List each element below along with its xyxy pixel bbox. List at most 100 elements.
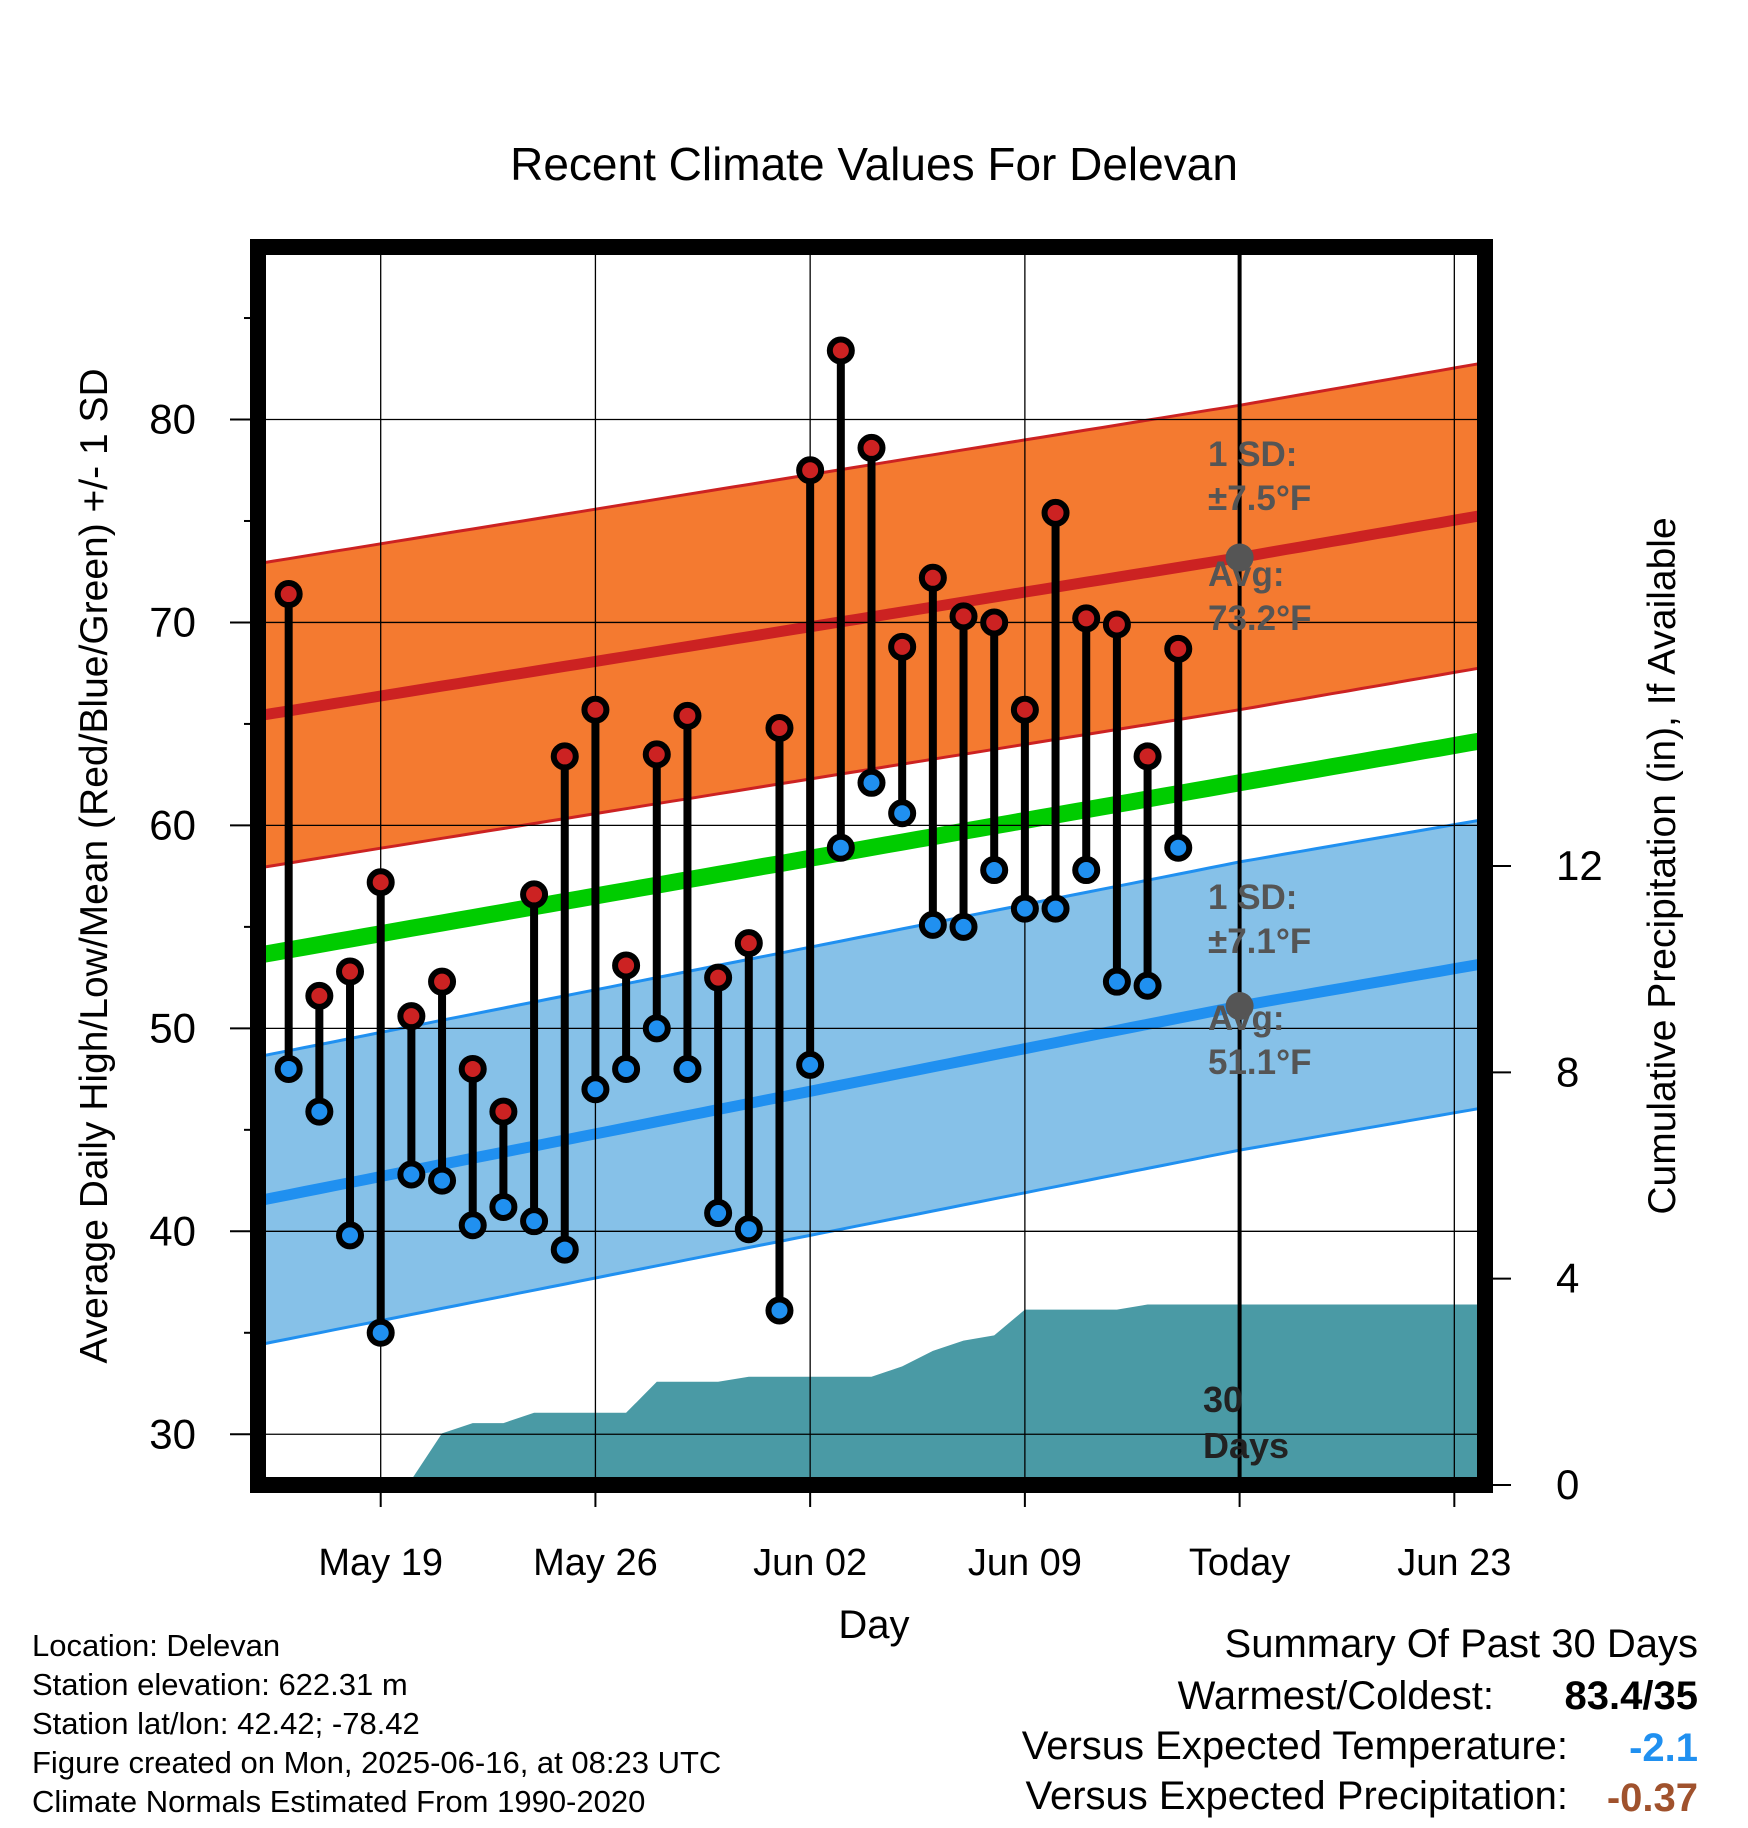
- low-point: [1041, 894, 1070, 923]
- x-axis-label: Day: [838, 1603, 909, 1647]
- summary-temp-label: Versus Expected Temperature:: [1021, 1724, 1568, 1768]
- low-point: [489, 1192, 518, 1221]
- summary-title: Summary Of Past 30 Days: [1224, 1622, 1698, 1666]
- high-sd-value: ±7.5°F: [1208, 479, 1311, 518]
- low-point: [336, 1221, 365, 1250]
- y-tick-label: 30: [149, 1410, 196, 1457]
- y-axis-label: Average Daily High/Low/Mean (Red/Blue/Gr…: [73, 368, 116, 1363]
- low-point: [458, 1211, 487, 1240]
- low-point: [642, 1014, 671, 1043]
- low-sd-upper-edge: [258, 817, 1485, 1059]
- y2-axis-label: Cumulative Precipitation (in), If Availa…: [1641, 517, 1684, 1214]
- mean-normal-line: [258, 731, 1485, 964]
- today-low-normal-marker: [1225, 992, 1254, 1021]
- y2-tick-label: 8: [1556, 1048, 1579, 1095]
- high-avg-label: Avg:: [1208, 555, 1284, 594]
- summary-warmest-label: Warmest/Coldest:: [1177, 1674, 1494, 1718]
- high-point: [857, 433, 886, 462]
- x-tick-label: Jun 23: [1397, 1542, 1511, 1584]
- footer-elevation: Station elevation: 622.31 m: [32, 1667, 408, 1702]
- high-point: [1133, 742, 1162, 771]
- low-point: [918, 910, 947, 939]
- high-point: [520, 880, 549, 909]
- low-point: [826, 833, 855, 862]
- low-sd-lower-edge: [258, 1106, 1485, 1347]
- low-point: [1010, 894, 1039, 923]
- high-point: [1164, 634, 1193, 663]
- axes: 30 40 50 60 70 80 0 4 8 12 May 19 May 26 Jun 02 Jun 0…: [149, 317, 1603, 1584]
- days-word-label: Days: [1203, 1425, 1289, 1466]
- x-tick-label: May 26: [533, 1542, 658, 1584]
- low-point: [428, 1166, 457, 1195]
- low-point: [734, 1215, 763, 1244]
- high-point: [1041, 498, 1070, 527]
- high-point: [704, 963, 733, 992]
- footer-normals: Climate Normals Estimated From 1990-2020: [32, 1784, 646, 1819]
- high-avg-value: 73.2°F: [1208, 599, 1312, 638]
- low-point: [520, 1207, 549, 1236]
- high-point: [949, 602, 978, 631]
- high-sd-label: 1 SD:: [1208, 435, 1297, 474]
- footer-created: Figure created on Mon, 2025-06-16, at 08…: [32, 1745, 722, 1780]
- low-point: [1072, 856, 1101, 885]
- high-point: [765, 713, 794, 742]
- low-point: [949, 912, 978, 941]
- y-tick-label: 40: [149, 1207, 196, 1254]
- low-avg-label: Avg:: [1208, 999, 1284, 1038]
- high-point: [612, 951, 641, 980]
- precipitation-area: [258, 1304, 1485, 1485]
- low-point: [888, 799, 917, 828]
- summary-precip-value: -0.37: [1606, 1776, 1698, 1820]
- y-tick-label: 70: [149, 598, 196, 645]
- low-point: [796, 1050, 825, 1079]
- high-point: [1102, 610, 1131, 639]
- low-point: [612, 1054, 641, 1083]
- summary-warmest-value: 83.4/35: [1564, 1674, 1698, 1718]
- high-point: [489, 1097, 518, 1126]
- x-tick-label: Jun 09: [968, 1542, 1082, 1584]
- high-point: [918, 563, 947, 592]
- low-point: [857, 768, 886, 797]
- low-point: [581, 1075, 610, 1104]
- low-point: [1102, 967, 1131, 996]
- low-avg-value: 51.1°F: [1208, 1043, 1312, 1082]
- plot-data: 1 SD: ±7.5°F Avg: 73.2°F 1 SD: ±7.1°F Avg: 51.1…: [274, 247, 1312, 1485]
- low-point: [397, 1160, 426, 1189]
- x-tick-label: Jun 02: [753, 1542, 867, 1584]
- low-normal-line: [258, 957, 1485, 1207]
- high-point: [796, 456, 825, 485]
- low-point: [366, 1318, 395, 1347]
- high-point: [888, 632, 917, 661]
- footer-location: Location: Delevan: [32, 1628, 281, 1663]
- low-point: [550, 1235, 579, 1264]
- low-point: [305, 1097, 334, 1126]
- high-point: [734, 929, 763, 958]
- chart-title: Recent Climate Values For Delevan: [510, 138, 1238, 190]
- low-point: [1133, 971, 1162, 1000]
- days-count-label: 30: [1203, 1379, 1243, 1420]
- summary-temp-value: -2.1: [1629, 1726, 1698, 1770]
- low-point: [704, 1199, 733, 1228]
- high-point: [673, 701, 702, 730]
- high-point: [826, 336, 855, 365]
- y2-tick-label: 0: [1556, 1461, 1579, 1508]
- high-point: [428, 967, 457, 996]
- summary-precip-label: Versus Expected Precipitation:: [1025, 1774, 1568, 1818]
- low-point: [980, 856, 1009, 885]
- footer-latlon: Station lat/lon: 42.42; -78.42: [32, 1706, 420, 1741]
- high-point: [1072, 604, 1101, 633]
- y-tick-label: 50: [149, 1004, 196, 1051]
- today-high-normal-marker: [1225, 543, 1254, 572]
- high-point: [1010, 695, 1039, 724]
- high-point: [642, 740, 671, 769]
- high-point: [581, 695, 610, 724]
- x-tick-label: May 19: [318, 1542, 443, 1584]
- low-sd-value: ±7.1°F: [1208, 922, 1311, 961]
- low-point: [765, 1296, 794, 1325]
- low-point: [274, 1054, 303, 1083]
- low-point: [1164, 833, 1193, 862]
- high-point: [336, 957, 365, 986]
- low-sd-label: 1 SD:: [1208, 878, 1297, 917]
- gridlines: [258, 247, 1485, 1485]
